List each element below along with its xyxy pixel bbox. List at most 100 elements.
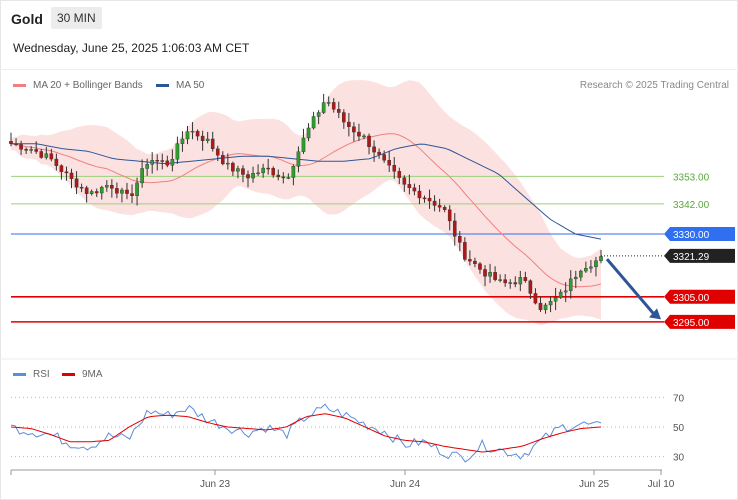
candle-body: [311, 116, 316, 129]
candle-body: [321, 102, 326, 113]
candle-body: [94, 191, 99, 194]
candle-body: [437, 205, 442, 208]
candle-body: [397, 171, 402, 178]
candle-body: [54, 158, 59, 166]
candle-body: [291, 166, 296, 178]
candle-body: [473, 260, 477, 264]
candle-body: [548, 300, 553, 306]
legend-ma20-label: MA 20 + Bollinger Bands: [33, 80, 143, 91]
candle-body: [276, 174, 281, 178]
candle-body: [140, 168, 144, 184]
legend-rsi-ma: 9MA: [62, 369, 103, 380]
candle-body: [523, 277, 528, 281]
candle-body: [301, 137, 306, 152]
candle-body: [9, 141, 13, 144]
candle-body: [573, 276, 578, 280]
candle-body: [79, 187, 84, 189]
x-tick-label: Jul 10: [648, 479, 675, 490]
candle-body: [306, 127, 311, 139]
timeframe-button[interactable]: 30 MIN: [51, 7, 102, 29]
support-2-label: 3295.00: [673, 318, 710, 329]
candle-body: [205, 138, 210, 141]
candle-body: [226, 162, 230, 165]
candle-body: [150, 160, 154, 165]
candle-body: [125, 189, 129, 194]
candle-body: [352, 126, 356, 133]
candle-body: [231, 162, 235, 172]
candle-body: [110, 185, 114, 189]
candle-body: [377, 151, 381, 155]
candle-body: [39, 151, 44, 158]
candle-body: [553, 297, 558, 302]
candle-body: [503, 279, 507, 284]
candle-body: [215, 148, 220, 156]
candle-body: [342, 112, 346, 123]
legend-rsi-label: RSI: [33, 369, 50, 380]
pivot-label: 3330.00: [673, 230, 710, 241]
legend-rsi: RSI: [13, 369, 50, 380]
candle-body: [175, 143, 180, 160]
candle-body: [24, 149, 28, 151]
resistance-2-label: 3353.00: [673, 172, 710, 183]
candle-body: [442, 207, 447, 210]
candle-body: [392, 165, 397, 172]
candle-body: [29, 149, 33, 151]
candle-body: [105, 185, 109, 188]
pivot-tag: [664, 227, 735, 242]
rsi-tick-30: 30: [673, 453, 685, 464]
rsi-tick-70: 70: [673, 393, 685, 404]
candle-body: [64, 171, 69, 174]
rsi-ma-swatch: [62, 373, 75, 376]
forecast-arrow: [605, 258, 657, 317]
current-label: 3321.29: [673, 252, 710, 263]
candle-body: [513, 282, 518, 285]
candle-body: [271, 168, 276, 176]
candle-body: [115, 188, 119, 194]
candle-body: [432, 200, 437, 206]
candle-body: [362, 135, 366, 138]
header-divider: [0, 69, 738, 70]
current-tag: [664, 248, 735, 263]
candle-body: [528, 280, 533, 294]
candle-body: [44, 153, 49, 158]
candle-body: [599, 256, 603, 261]
candle-body: [498, 279, 502, 281]
candle-body: [382, 154, 386, 161]
candle-body: [84, 187, 89, 194]
candle-body: [281, 176, 286, 179]
ma50-swatch: [156, 84, 169, 87]
candle-body: [518, 277, 523, 285]
support-1-tag: [664, 289, 735, 304]
candle-body: [49, 153, 54, 160]
candle-body: [190, 130, 195, 133]
symbol-title: Gold: [11, 11, 43, 27]
candle-body: [170, 159, 175, 166]
rsi-swatch: [13, 373, 26, 376]
forecast-arrow-head: [649, 308, 661, 320]
candle-body: [59, 165, 64, 173]
candle-body: [296, 151, 301, 167]
ma20-swatch: [13, 84, 26, 87]
x-tick-label: Jun 24: [390, 479, 420, 490]
candle-body: [200, 135, 205, 141]
credit-text: Research © 2025 Trading Central: [579, 80, 729, 91]
candle-body: [427, 197, 432, 202]
candle-body: [89, 191, 94, 194]
candle-body: [261, 167, 265, 174]
candle-body: [568, 278, 573, 291]
candle-body: [266, 167, 270, 170]
candle-body: [236, 168, 240, 172]
support-2-tag: [664, 314, 735, 329]
candle-body: [372, 146, 376, 153]
candle-body: [241, 168, 245, 175]
candle-body: [367, 135, 371, 147]
rsi-ma-line: [10, 413, 602, 453]
candle-body: [488, 272, 492, 277]
legend-ma20-bb: MA 20 + Bollinger Bands: [13, 80, 143, 91]
chart-header: Gold 30 MIN: [0, 0, 738, 38]
candle-body: [478, 263, 482, 270]
candle-body: [145, 164, 149, 169]
rsi-tick-50: 50: [673, 423, 685, 434]
resistance-1-label: 3342.00: [673, 200, 710, 211]
